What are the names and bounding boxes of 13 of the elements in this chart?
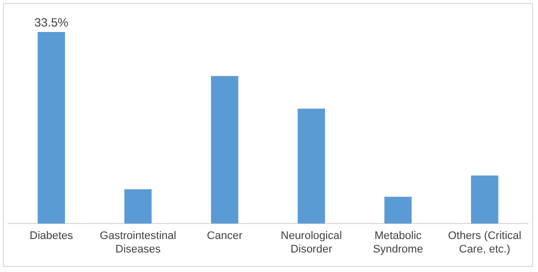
bar [298, 108, 325, 224]
bar [124, 189, 152, 224]
bar [384, 196, 412, 224]
x-tick-label: Neurological Disorder [280, 230, 342, 256]
data-label: 33.5% [34, 15, 69, 30]
x-tick-label: Cancer [206, 230, 243, 242]
x-tick-label: Diabetes [30, 230, 74, 242]
bar [211, 76, 238, 224]
x-tick-label: Metabolic Syndrome [372, 230, 424, 256]
x-tick-label: Gastrointestinal Diseases [100, 230, 176, 256]
x-tick-label: Others (Critical Care, etc.) [448, 230, 522, 256]
bar [471, 176, 498, 224]
bar [38, 32, 65, 224]
